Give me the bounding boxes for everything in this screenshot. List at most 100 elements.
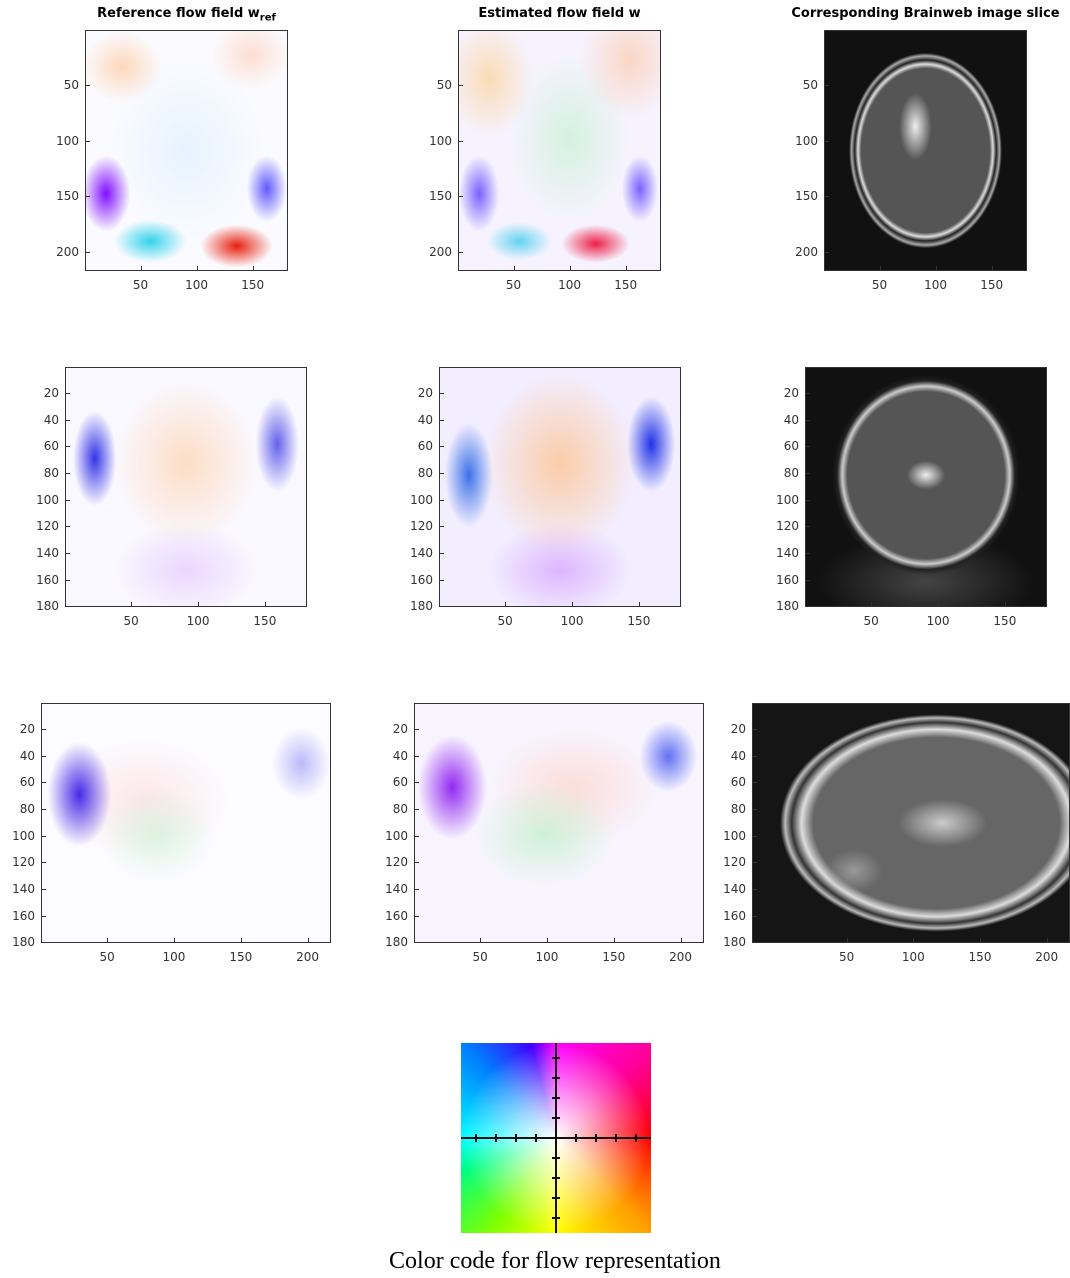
x-tick-label: 150 bbox=[253, 614, 277, 628]
y-tick-label: 160 bbox=[36, 572, 59, 587]
y-tick bbox=[459, 251, 463, 253]
x-tick-label: 150 bbox=[980, 278, 1004, 292]
y-tick-label: 40 bbox=[730, 748, 746, 763]
y-tick bbox=[806, 526, 810, 528]
x-tick-label: 200 bbox=[296, 950, 320, 964]
title-text: Estimated flow field w bbox=[478, 6, 641, 21]
y-tick-label: 40 bbox=[392, 748, 408, 763]
y-tick bbox=[86, 140, 90, 142]
y-tick bbox=[86, 251, 90, 253]
x-tick bbox=[140, 266, 142, 270]
y-tick-label: 100 bbox=[795, 133, 818, 148]
y-tick bbox=[86, 196, 90, 198]
x-tick-label: 100 bbox=[926, 614, 950, 628]
y-tick bbox=[66, 526, 70, 528]
y-tick bbox=[42, 915, 46, 917]
panel-title: Reference flow field wref bbox=[97, 6, 276, 24]
y-tick bbox=[66, 473, 70, 474]
y-tick-label: 180 bbox=[36, 599, 59, 614]
y-tick-label: 140 bbox=[410, 546, 433, 560]
title-text: Reference flow field w bbox=[97, 6, 260, 21]
y-tick-label: 50 bbox=[436, 77, 452, 92]
y-tick-label: 120 bbox=[410, 519, 433, 534]
x-tick-label: 100 bbox=[901, 950, 925, 964]
y-tick bbox=[42, 809, 46, 810]
title-subscript: ref bbox=[259, 12, 276, 24]
y-tick-label: 60 bbox=[19, 775, 35, 790]
x-tick bbox=[264, 602, 266, 606]
x-tick bbox=[991, 266, 993, 270]
x-tick bbox=[196, 266, 198, 270]
x-tick bbox=[638, 602, 640, 606]
y-tick bbox=[415, 782, 419, 784]
y-tick-label: 120 bbox=[36, 519, 59, 534]
y-tick-label: 60 bbox=[392, 775, 408, 790]
x-tick bbox=[613, 938, 615, 942]
y-tick-label: 200 bbox=[429, 244, 452, 259]
y-tick bbox=[806, 419, 810, 421]
y-tick bbox=[42, 755, 46, 757]
y-tick-label: 60 bbox=[43, 439, 59, 454]
y-tick bbox=[66, 499, 70, 501]
x-tick bbox=[980, 938, 981, 942]
y-tick bbox=[440, 446, 444, 448]
y-tick bbox=[806, 553, 810, 554]
y-tick bbox=[753, 782, 757, 784]
x-tick-label: 50 bbox=[871, 278, 888, 292]
y-tick bbox=[42, 889, 46, 890]
y-tick bbox=[806, 393, 810, 394]
y-tick bbox=[440, 579, 444, 581]
y-tick-label: 80 bbox=[783, 466, 799, 480]
y-tick-label: 20 bbox=[783, 386, 799, 400]
y-tick bbox=[42, 835, 46, 837]
y-tick-label: 80 bbox=[417, 466, 433, 480]
y-tick bbox=[415, 729, 419, 730]
y-tick-label: 140 bbox=[385, 882, 408, 896]
panel-title: Corresponding Brainweb image slice bbox=[791, 6, 1059, 21]
y-tick-label: 20 bbox=[43, 386, 59, 400]
x-tick-label: 100 bbox=[924, 278, 948, 292]
x-tick-label: 50 bbox=[99, 950, 115, 964]
x-tick bbox=[505, 602, 507, 606]
y-tick-label: 150 bbox=[429, 189, 452, 204]
y-tick bbox=[42, 862, 46, 864]
title-text: Corresponding Brainweb image slice bbox=[791, 6, 1060, 21]
y-tick-label: 80 bbox=[730, 802, 746, 816]
y-tick-label: 200 bbox=[795, 244, 818, 259]
y-tick bbox=[753, 835, 757, 837]
x-tick bbox=[252, 266, 254, 270]
image-panel bbox=[41, 703, 331, 943]
y-tick-label: 200 bbox=[56, 244, 79, 259]
x-tick bbox=[569, 266, 571, 270]
x-tick bbox=[1046, 938, 1048, 942]
y-tick-label: 100 bbox=[776, 492, 799, 507]
x-tick bbox=[935, 266, 937, 270]
y-tick-label: 50 bbox=[63, 77, 79, 92]
y-tick bbox=[806, 579, 810, 581]
y-tick-label: 100 bbox=[385, 828, 408, 843]
y-tick-label: 180 bbox=[385, 935, 408, 950]
y-tick-label: 40 bbox=[783, 412, 799, 427]
x-tick-label: 150 bbox=[614, 278, 638, 292]
x-tick-label: 150 bbox=[229, 950, 253, 964]
image-panel bbox=[85, 30, 288, 271]
y-tick-label: 150 bbox=[56, 189, 79, 204]
x-tick bbox=[871, 602, 873, 606]
y-tick bbox=[415, 755, 419, 757]
image-panel bbox=[805, 367, 1047, 607]
y-tick-label: 20 bbox=[417, 386, 433, 400]
x-tick bbox=[625, 266, 627, 270]
x-tick bbox=[513, 266, 515, 270]
x-tick bbox=[131, 602, 133, 606]
y-tick-label: 80 bbox=[43, 466, 59, 480]
y-tick bbox=[440, 473, 444, 474]
y-tick bbox=[753, 809, 757, 810]
x-tick-label: 150 bbox=[968, 950, 992, 964]
y-tick bbox=[440, 393, 444, 394]
y-tick bbox=[825, 140, 829, 142]
y-tick bbox=[66, 393, 70, 394]
y-tick-label: 40 bbox=[43, 412, 59, 427]
x-tick-label: 100 bbox=[162, 950, 186, 964]
y-tick-label: 180 bbox=[723, 935, 746, 950]
panel-title: Estimated flow field w bbox=[478, 6, 640, 21]
